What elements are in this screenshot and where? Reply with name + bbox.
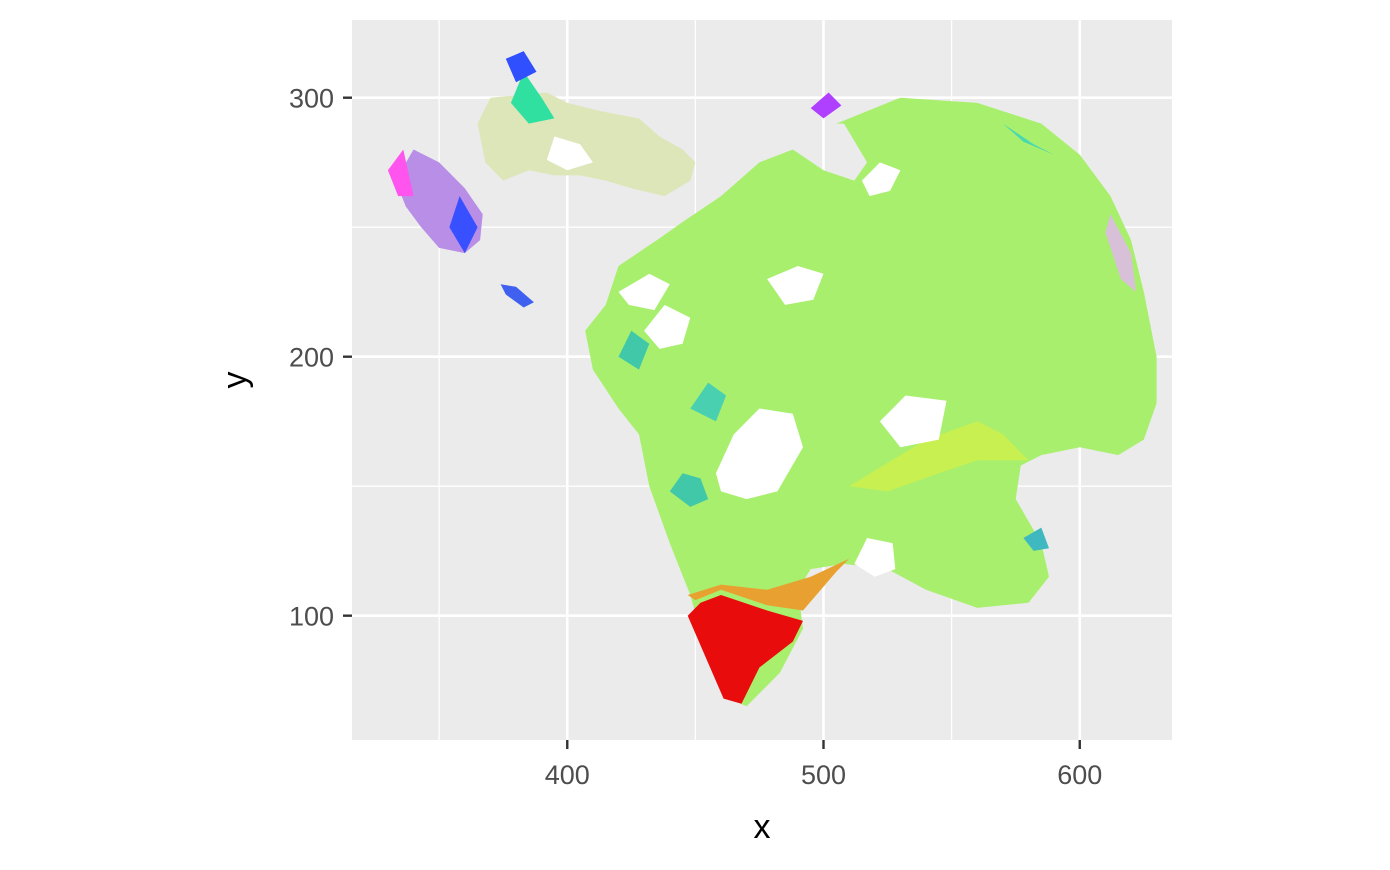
region-teal-center bbox=[690, 382, 727, 422]
region-main-tissue bbox=[585, 97, 1157, 707]
region-red-tip bbox=[687, 595, 803, 704]
hole-mid-left bbox=[618, 273, 670, 311]
region-teal-top-left bbox=[510, 71, 555, 124]
region-teal-right-bottom bbox=[1023, 527, 1049, 551]
region-teal-mid-left bbox=[669, 473, 709, 507]
hole-center-large bbox=[715, 408, 803, 500]
region-blue-top-left bbox=[505, 51, 537, 83]
hole-upper-left bbox=[546, 136, 593, 171]
hole-top-notch bbox=[861, 162, 901, 197]
y-tick-label: 300 bbox=[289, 84, 334, 114]
hole-left-mid bbox=[644, 304, 691, 349]
region-pale-right-edge bbox=[1105, 214, 1137, 292]
region-violet-top-cap bbox=[810, 92, 842, 119]
x-axis-title: x bbox=[754, 808, 771, 846]
region-bright-green-band bbox=[849, 421, 1029, 492]
hole-lower-notch bbox=[854, 538, 896, 577]
y-axis: 100 200 300 bbox=[289, 84, 352, 632]
x-tick-label: 500 bbox=[801, 760, 846, 790]
region-small-island bbox=[500, 284, 534, 308]
hole-center-right bbox=[879, 395, 947, 448]
region-blue-left-edge bbox=[449, 196, 478, 254]
y-tick-label: 200 bbox=[289, 343, 334, 373]
x-tick-label: 400 bbox=[545, 760, 590, 790]
hole-upper-mid bbox=[767, 266, 824, 305]
region-orange-band bbox=[687, 558, 850, 611]
image-holes bbox=[546, 136, 947, 577]
x-tick-label: 600 bbox=[1057, 760, 1102, 790]
x-axis: 400 500 600 bbox=[545, 740, 1102, 790]
region-teal-lower-left bbox=[618, 330, 650, 370]
y-tick-label: 100 bbox=[289, 602, 334, 632]
y-axis-title: y bbox=[216, 372, 254, 389]
image-regions bbox=[387, 51, 1157, 707]
region-pink-left-edge bbox=[387, 149, 414, 197]
